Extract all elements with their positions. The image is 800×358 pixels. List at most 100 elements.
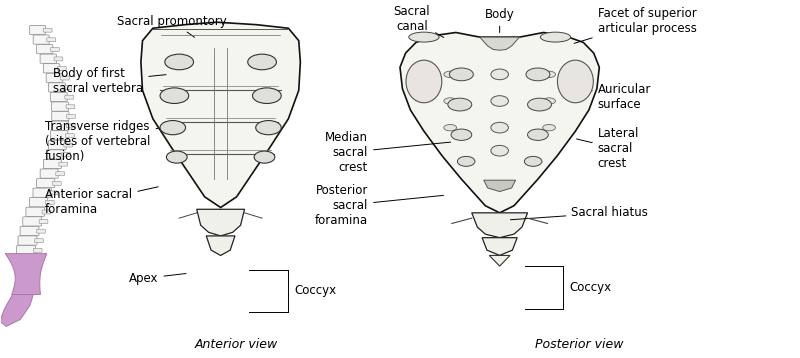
Polygon shape: [6, 254, 47, 295]
Ellipse shape: [526, 68, 550, 81]
Text: Anterior view: Anterior view: [195, 338, 278, 351]
Ellipse shape: [448, 98, 472, 111]
Text: Lateral
sacral
crest: Lateral sacral crest: [577, 127, 639, 170]
FancyBboxPatch shape: [52, 112, 69, 121]
Text: Median
sacral
crest: Median sacral crest: [325, 131, 450, 174]
Text: Sacral hiatus: Sacral hiatus: [510, 206, 648, 220]
Ellipse shape: [527, 129, 548, 140]
Ellipse shape: [160, 121, 186, 135]
FancyBboxPatch shape: [40, 54, 57, 63]
Ellipse shape: [542, 71, 555, 78]
FancyBboxPatch shape: [17, 246, 36, 255]
Ellipse shape: [253, 88, 282, 103]
FancyBboxPatch shape: [39, 219, 48, 223]
Ellipse shape: [406, 60, 442, 103]
FancyBboxPatch shape: [66, 134, 74, 137]
Ellipse shape: [451, 129, 472, 140]
FancyBboxPatch shape: [26, 207, 45, 217]
FancyBboxPatch shape: [34, 239, 43, 243]
FancyBboxPatch shape: [42, 210, 51, 214]
Text: Coccyx: Coccyx: [569, 281, 611, 294]
Text: Transverse ridges
(sites of vertebral
fusion): Transverse ridges (sites of vertebral fu…: [46, 120, 158, 163]
FancyBboxPatch shape: [50, 131, 68, 140]
FancyBboxPatch shape: [66, 124, 75, 128]
Text: Anterior sacral
foramina: Anterior sacral foramina: [46, 187, 158, 216]
FancyBboxPatch shape: [51, 121, 69, 130]
Ellipse shape: [527, 98, 551, 111]
Ellipse shape: [491, 122, 509, 133]
FancyBboxPatch shape: [20, 226, 39, 236]
Polygon shape: [484, 180, 515, 192]
Polygon shape: [472, 213, 527, 238]
Polygon shape: [206, 236, 235, 256]
FancyBboxPatch shape: [59, 162, 68, 166]
Text: Facet of superior
articular process: Facet of superior articular process: [574, 7, 697, 43]
FancyBboxPatch shape: [43, 64, 60, 73]
Ellipse shape: [160, 88, 189, 103]
FancyBboxPatch shape: [22, 217, 42, 226]
Polygon shape: [482, 238, 517, 256]
FancyBboxPatch shape: [49, 191, 58, 195]
Polygon shape: [141, 22, 300, 208]
FancyBboxPatch shape: [37, 229, 46, 233]
Text: Sacral promontory: Sacral promontory: [117, 15, 226, 37]
Text: Coccyx: Coccyx: [294, 285, 337, 297]
Polygon shape: [480, 37, 519, 50]
Polygon shape: [490, 256, 510, 266]
Ellipse shape: [540, 32, 570, 42]
FancyBboxPatch shape: [47, 38, 55, 42]
Ellipse shape: [254, 151, 275, 163]
FancyBboxPatch shape: [51, 102, 69, 111]
FancyBboxPatch shape: [49, 83, 66, 92]
FancyBboxPatch shape: [52, 182, 61, 185]
FancyBboxPatch shape: [64, 143, 73, 147]
Ellipse shape: [524, 156, 542, 166]
Text: Apex: Apex: [129, 272, 186, 285]
FancyBboxPatch shape: [33, 35, 50, 44]
Ellipse shape: [444, 98, 457, 104]
Ellipse shape: [491, 69, 509, 80]
Text: Posterior
sacral
foramina: Posterior sacral foramina: [315, 184, 443, 227]
Ellipse shape: [450, 68, 474, 81]
FancyBboxPatch shape: [46, 200, 54, 204]
FancyBboxPatch shape: [37, 44, 53, 54]
FancyBboxPatch shape: [18, 236, 37, 245]
FancyBboxPatch shape: [66, 114, 75, 118]
FancyBboxPatch shape: [62, 153, 70, 156]
FancyBboxPatch shape: [46, 150, 64, 159]
Text: Sacral
canal: Sacral canal: [394, 5, 444, 38]
Ellipse shape: [409, 32, 439, 42]
FancyBboxPatch shape: [43, 28, 52, 32]
Polygon shape: [0, 295, 34, 326]
FancyBboxPatch shape: [43, 159, 62, 169]
FancyBboxPatch shape: [34, 248, 42, 252]
Polygon shape: [400, 33, 599, 213]
FancyBboxPatch shape: [30, 25, 46, 35]
Text: Posterior view: Posterior view: [535, 338, 624, 351]
Ellipse shape: [458, 156, 475, 166]
Ellipse shape: [165, 54, 194, 70]
FancyBboxPatch shape: [33, 188, 51, 197]
FancyBboxPatch shape: [65, 95, 74, 99]
FancyBboxPatch shape: [63, 86, 72, 90]
Ellipse shape: [491, 145, 509, 156]
Ellipse shape: [444, 125, 457, 131]
FancyBboxPatch shape: [60, 76, 69, 80]
FancyBboxPatch shape: [46, 73, 62, 82]
FancyBboxPatch shape: [66, 105, 75, 109]
FancyBboxPatch shape: [50, 92, 67, 102]
FancyBboxPatch shape: [30, 198, 48, 207]
Ellipse shape: [542, 98, 555, 104]
Ellipse shape: [166, 151, 187, 163]
Ellipse shape: [542, 125, 555, 131]
Ellipse shape: [558, 60, 594, 103]
FancyBboxPatch shape: [37, 179, 54, 188]
FancyBboxPatch shape: [50, 47, 59, 51]
Text: Auricular
surface: Auricular surface: [585, 83, 651, 111]
Text: Body: Body: [485, 8, 514, 33]
FancyBboxPatch shape: [56, 172, 65, 176]
Ellipse shape: [256, 121, 282, 135]
FancyBboxPatch shape: [40, 169, 58, 178]
FancyBboxPatch shape: [58, 67, 66, 71]
Polygon shape: [197, 209, 245, 236]
